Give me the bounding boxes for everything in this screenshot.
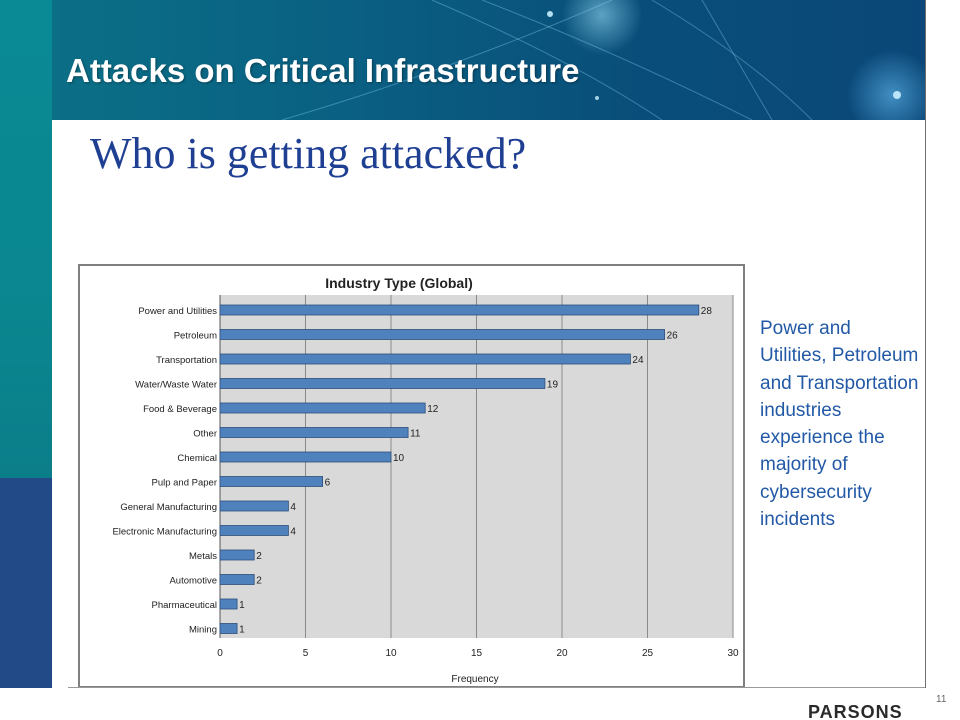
data-label: 2 [256, 576, 262, 587]
footer-divider [68, 687, 925, 688]
x-tick-label: 10 [385, 648, 397, 659]
data-label: 2 [256, 551, 262, 562]
industry-bar-chart: Industry Type (Global) Frequency 28 Power… [78, 264, 745, 688]
data-label: 28 [701, 306, 713, 317]
x-tick-label: 5 [303, 648, 309, 659]
category-label: Chemical [177, 453, 217, 464]
data-label: 4 [290, 527, 296, 538]
right-margin [925, 0, 960, 688]
category-label: Pulp and Paper [152, 478, 218, 489]
left-accent-strip [0, 0, 52, 478]
side-note-text: Power and Utilities, Petroleum and Trans… [760, 318, 919, 531]
slide-title: Attacks on Critical Infrastructure [66, 52, 580, 89]
bar [219, 623, 238, 634]
data-label: 1 [239, 625, 245, 636]
category-label: Electronic Manufacturing [112, 527, 217, 538]
footer-logo: PARSONS [808, 702, 903, 720]
header-decoration [281, 0, 901, 120]
data-label: 12 [427, 404, 439, 415]
bar [219, 598, 238, 610]
category-label: Food & Beverage [143, 404, 217, 415]
data-label: 4 [290, 502, 296, 513]
x-axis-label: Frequency [451, 674, 498, 685]
category-label: Metals [189, 551, 217, 562]
page-number: 11 [936, 694, 947, 705]
category-label: Water/Waste Water [135, 380, 217, 391]
x-tick-label: 20 [556, 648, 568, 659]
category-label: Transportation [156, 355, 217, 366]
x-tick-label: 25 [642, 648, 654, 659]
data-label: 6 [325, 478, 331, 489]
bar [219, 525, 289, 536]
bar [219, 402, 426, 414]
chart-title: Industry Type (Global) [325, 275, 473, 291]
x-tick-label: 0 [217, 648, 223, 659]
data-label: 11 [410, 429, 421, 440]
category-label: General Manufacturing [120, 502, 217, 513]
left-accent-strip-lower [0, 478, 52, 688]
slide-subtitle: Who is getting attacked? [90, 129, 527, 178]
x-tick-label: 15 [471, 648, 483, 659]
category-label: Mining [189, 625, 217, 636]
header-banner [52, 0, 925, 120]
data-label: 1 [239, 600, 245, 611]
category-label: Pharmaceutical [152, 600, 217, 611]
chart-canvas: Industry Type (Global) Frequency 28 Power… [112, 275, 739, 685]
data-label: 19 [547, 380, 559, 391]
bar [219, 304, 700, 316]
bar [219, 500, 289, 512]
bar [219, 574, 255, 585]
data-label: 10 [393, 453, 405, 464]
category-label: Petroleum [174, 331, 217, 342]
data-label: 24 [632, 355, 644, 366]
bar [219, 353, 631, 365]
bar [219, 378, 546, 389]
category-label: Automotive [169, 576, 217, 587]
data-label: 26 [667, 331, 679, 342]
category-label: Other [193, 429, 217, 440]
category-label: Power and Utilities [138, 306, 217, 317]
bar [219, 329, 666, 340]
bar [219, 476, 323, 487]
bar [219, 549, 255, 561]
bar [219, 451, 392, 463]
bar [219, 427, 409, 438]
x-tick-label: 30 [727, 648, 739, 659]
